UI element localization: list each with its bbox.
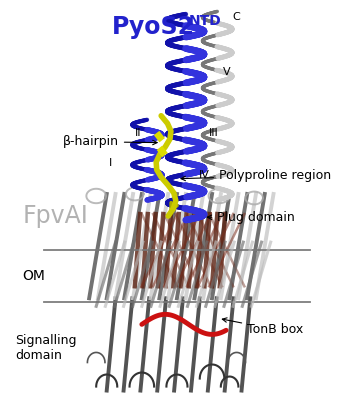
Text: Signalling
domain: Signalling domain: [15, 335, 77, 362]
Text: V: V: [223, 67, 231, 77]
Text: NTD: NTD: [189, 14, 222, 27]
Text: II: II: [135, 128, 141, 138]
Text: β-hairpin: β-hairpin: [63, 135, 157, 148]
Text: I: I: [109, 158, 112, 168]
Text: Polyproline region: Polyproline region: [181, 169, 331, 183]
Text: Plug domain: Plug domain: [207, 211, 295, 224]
Text: III: III: [209, 128, 219, 138]
Text: C: C: [232, 13, 240, 23]
Text: FpvAI: FpvAI: [22, 204, 88, 228]
Text: OM: OM: [22, 269, 45, 283]
Text: IV: IV: [199, 170, 210, 180]
Text: TonB box: TonB box: [222, 318, 303, 336]
Text: PyoS2: PyoS2: [112, 15, 195, 40]
